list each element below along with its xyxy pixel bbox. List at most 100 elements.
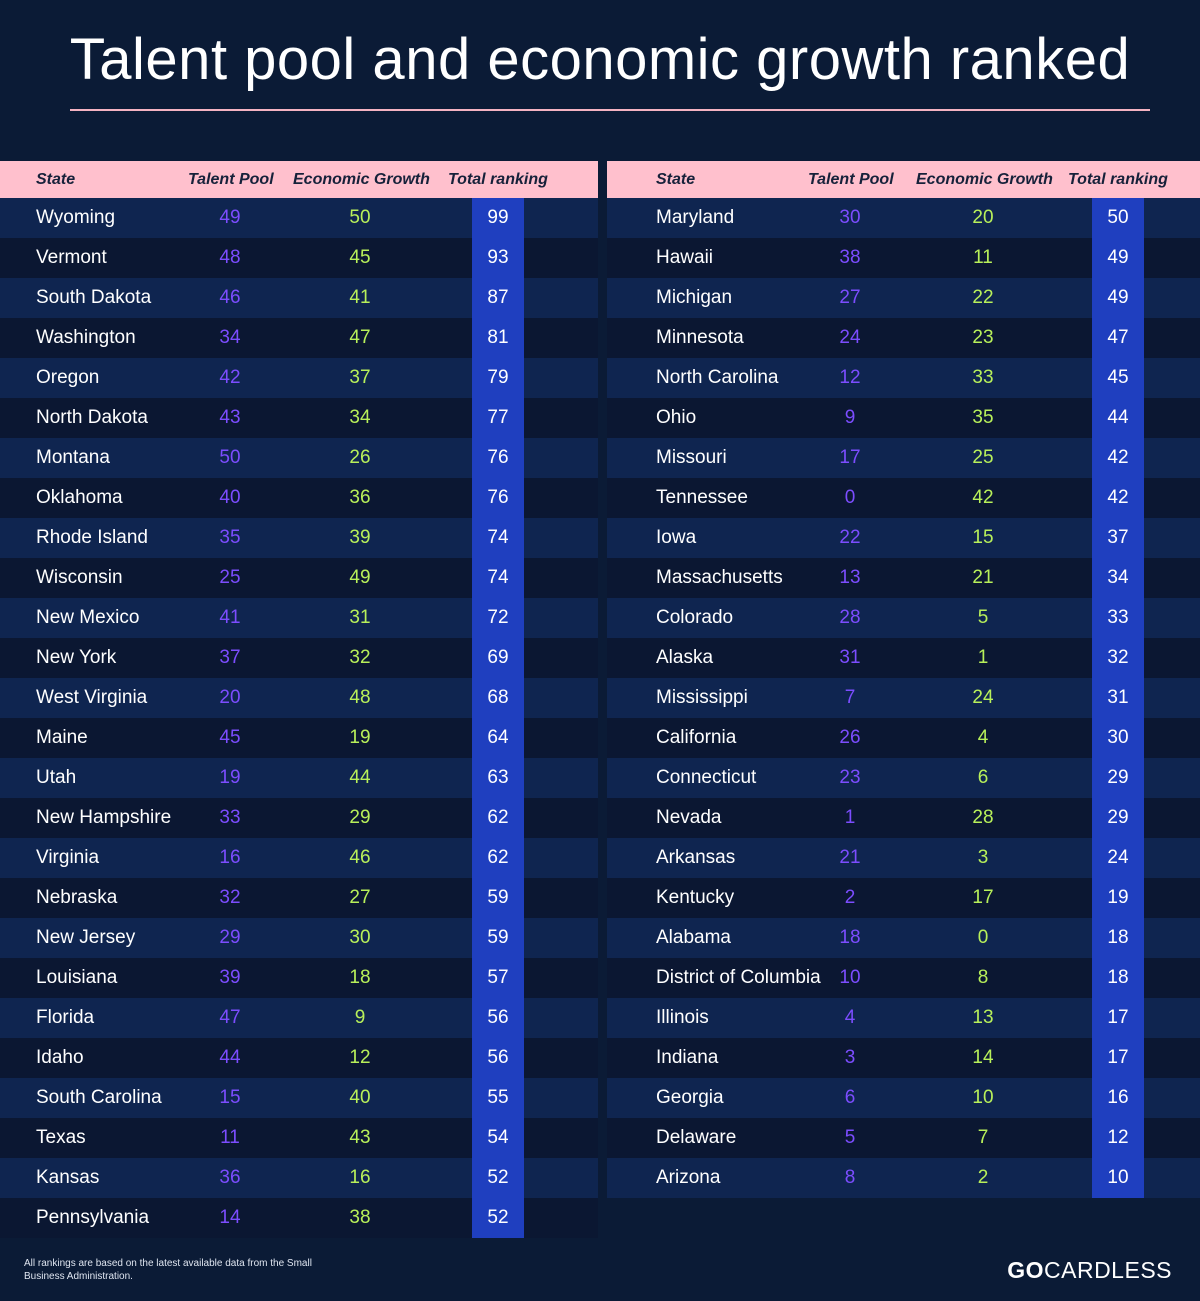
talent-pool-value: 20 xyxy=(219,687,241,708)
table-header: State Talent Pool Economic Growth Total … xyxy=(607,161,1200,198)
table-row: Missouri 17 25 42 xyxy=(607,438,1200,478)
table-row: New York 37 32 69 xyxy=(0,638,598,678)
table-row: Nebraska 32 27 59 xyxy=(0,878,598,918)
total-ranking-highlight xyxy=(1092,558,1144,598)
state-name: Connecticut xyxy=(656,767,757,788)
table-row: California 26 4 30 xyxy=(607,718,1200,758)
total-ranking-highlight xyxy=(1092,838,1144,878)
table-row: New Hampshire 33 29 62 xyxy=(0,798,598,838)
economic-growth-value: 40 xyxy=(349,1087,371,1108)
total-ranking-highlight xyxy=(1092,438,1144,478)
total-ranking-value: 17 xyxy=(1107,1047,1129,1068)
table-row: Massachusetts 13 21 34 xyxy=(607,558,1200,598)
state-name: Minnesota xyxy=(656,327,744,348)
state-name: Georgia xyxy=(656,1087,724,1108)
total-ranking-highlight xyxy=(472,558,524,598)
total-ranking-highlight xyxy=(472,918,524,958)
economic-growth-value: 45 xyxy=(349,247,371,268)
table-row: Minnesota 24 23 47 xyxy=(607,318,1200,358)
total-ranking-highlight xyxy=(1092,238,1144,278)
economic-growth-value: 33 xyxy=(972,367,994,388)
state-name: Missouri xyxy=(656,447,727,468)
total-ranking-highlight xyxy=(472,678,524,718)
state-name: Kentucky xyxy=(656,887,735,908)
state-name: Arkansas xyxy=(656,847,736,868)
state-name: Hawaii xyxy=(656,247,714,268)
table-row: Georgia 6 10 16 xyxy=(607,1078,1200,1118)
talent-pool-value: 27 xyxy=(839,287,861,308)
talent-pool-value: 45 xyxy=(219,727,241,748)
state-name: West Virginia xyxy=(36,687,148,708)
state-name: New Mexico xyxy=(36,607,140,628)
talent-pool-value: 49 xyxy=(219,207,241,228)
talent-pool-value: 11 xyxy=(220,1127,240,1148)
talent-pool-value: 31 xyxy=(839,647,861,668)
table-row: Rhode Island 35 39 74 xyxy=(0,518,598,558)
state-name: Illinois xyxy=(656,1007,709,1028)
state-name: North Carolina xyxy=(656,367,779,388)
economic-growth-value: 32 xyxy=(349,647,371,668)
total-ranking-highlight xyxy=(1092,918,1144,958)
state-name: Michigan xyxy=(656,287,733,308)
total-ranking-value: 79 xyxy=(487,367,509,388)
state-name: North Dakota xyxy=(36,407,148,428)
total-ranking-highlight xyxy=(1092,1078,1144,1118)
economic-growth-value: 22 xyxy=(972,287,994,308)
economic-growth-value: 17 xyxy=(972,887,994,908)
table-row: Colorado 28 5 33 xyxy=(607,598,1200,638)
header-state: State xyxy=(36,171,76,188)
table-row: Wyoming 49 50 99 xyxy=(0,198,598,238)
talent-pool-value: 6 xyxy=(844,1087,856,1108)
total-ranking-highlight xyxy=(472,598,524,638)
total-ranking-highlight xyxy=(472,438,524,478)
total-ranking-value: 54 xyxy=(487,1127,509,1148)
state-name: Virginia xyxy=(36,847,100,868)
total-ranking-value: 44 xyxy=(1107,407,1129,428)
economic-growth-value: 21 xyxy=(972,567,994,588)
ranking-table-right: State Talent Pool Economic Growth Total … xyxy=(607,161,1200,1198)
table-row: North Dakota 43 34 77 xyxy=(0,398,598,438)
economic-growth-value: 39 xyxy=(349,527,371,548)
total-ranking-value: 56 xyxy=(487,1007,509,1028)
talent-pool-value: 1 xyxy=(844,807,856,828)
total-ranking-highlight xyxy=(472,838,524,878)
brand-logo-bold: GO xyxy=(1007,1257,1045,1283)
total-ranking-value: 31 xyxy=(1107,687,1129,708)
total-ranking-highlight xyxy=(1092,878,1144,918)
state-name: Texas xyxy=(36,1127,86,1148)
economic-growth-value: 34 xyxy=(349,407,371,428)
total-ranking-value: 52 xyxy=(487,1167,509,1188)
talent-pool-value: 0 xyxy=(844,487,856,508)
state-name: New Jersey xyxy=(36,927,136,948)
total-ranking-value: 63 xyxy=(487,767,509,788)
economic-growth-value: 3 xyxy=(977,847,989,868)
economic-growth-value: 31 xyxy=(349,607,371,628)
total-ranking-value: 76 xyxy=(487,447,509,468)
total-ranking-highlight xyxy=(1092,278,1144,318)
total-ranking-highlight xyxy=(1092,478,1144,518)
table-header: State Talent Pool Economic Growth Total … xyxy=(0,161,598,198)
total-ranking-highlight xyxy=(472,1198,524,1238)
total-ranking-value: 69 xyxy=(487,647,509,668)
talent-pool-value: 22 xyxy=(839,527,861,548)
talent-pool-value: 44 xyxy=(219,1047,241,1068)
total-ranking-highlight xyxy=(472,518,524,558)
table-row: Louisiana 39 18 57 xyxy=(0,958,598,998)
table-body: Maryland 30 20 50 Hawaii 38 11 49 Michigan 27 22 49… xyxy=(607,198,1200,1198)
total-ranking-value: 42 xyxy=(1107,487,1129,508)
total-ranking-highlight xyxy=(1092,358,1144,398)
table-row: Oklahoma 40 36 76 xyxy=(0,478,598,518)
total-ranking-highlight xyxy=(1092,758,1144,798)
total-ranking-value: 19 xyxy=(1107,887,1129,908)
talent-pool-value: 7 xyxy=(844,687,856,708)
total-ranking-value: 16 xyxy=(1107,1087,1129,1108)
state-name: Idaho xyxy=(36,1047,84,1068)
total-ranking-highlight xyxy=(472,1038,524,1078)
ranking-table-left: State Talent Pool Economic Growth Total … xyxy=(0,161,598,1238)
total-ranking-highlight xyxy=(472,638,524,678)
talent-pool-value: 47 xyxy=(219,1007,241,1028)
total-ranking-value: 59 xyxy=(487,927,509,948)
total-ranking-value: 52 xyxy=(487,1207,509,1228)
table-row: West Virginia 20 48 68 xyxy=(0,678,598,718)
economic-growth-value: 8 xyxy=(977,967,989,988)
